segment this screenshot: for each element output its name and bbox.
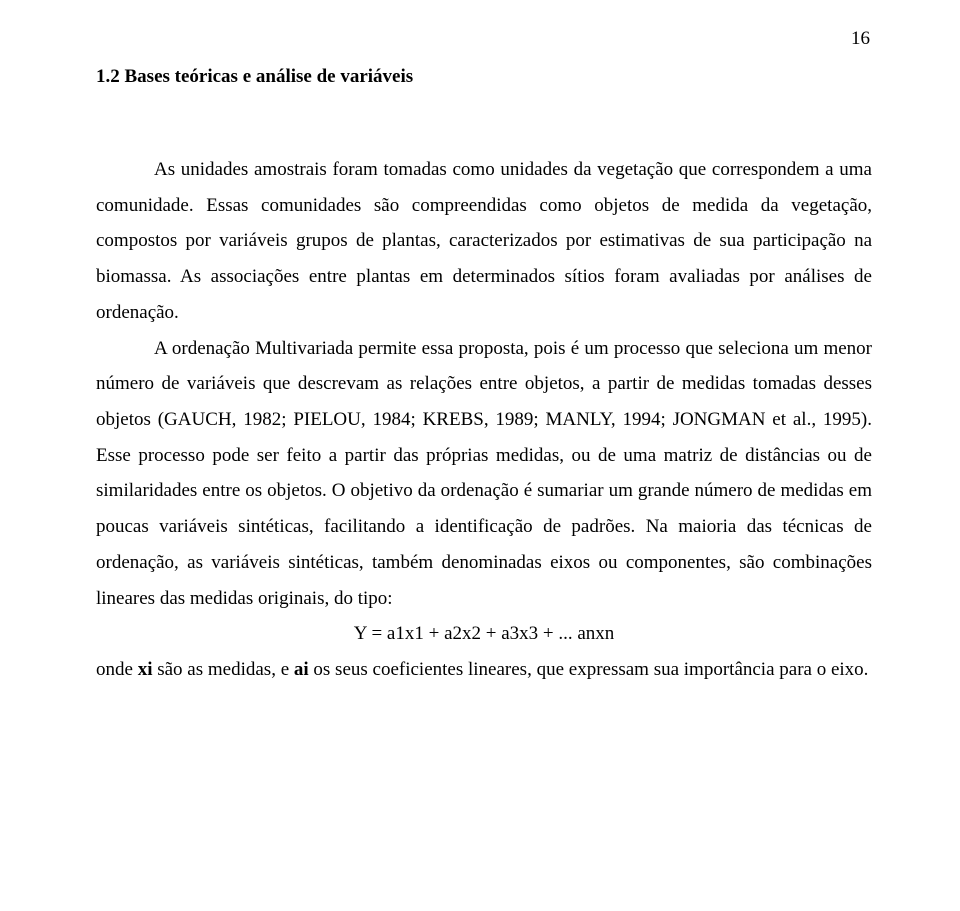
paragraph-3: onde xi são as medidas, e ai os seus coe… [96,652,872,688]
formula: Y = a1x1 + a2x2 + a3x3 + ... anxn [96,616,872,652]
p3-bold-2: ai [294,659,309,680]
page-number: 16 [851,28,870,50]
paragraph-2: A ordenação Multivariada permite essa pr… [96,331,872,617]
p3-text-3: os seus coeficientes lineares, que expre… [309,659,869,680]
paragraph-1: As unidades amostrais foram tomadas como… [96,152,872,331]
p3-text-2: são as medidas, e [152,659,293,680]
section-heading: 1.2 Bases teóricas e análise de variávei… [96,66,872,88]
p3-bold-1: xi [138,659,153,680]
p3-text-1: onde [96,659,138,680]
body-text: As unidades amostrais foram tomadas como… [96,152,872,688]
